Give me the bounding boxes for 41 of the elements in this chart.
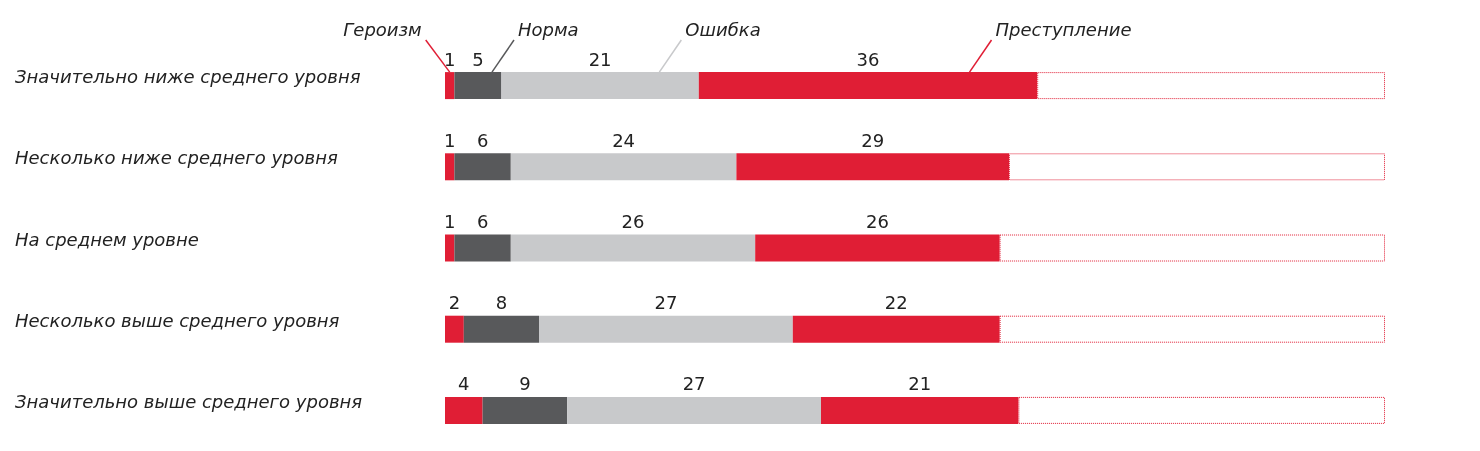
bar (445, 315, 464, 343)
bar (567, 396, 821, 424)
text: Норма (518, 18, 579, 40)
data-label: 27 (682, 373, 706, 395)
data-label: 24 (612, 129, 636, 151)
data-label: 5 (472, 48, 484, 70)
bar (463, 315, 539, 343)
y-tick-label: Несколько ниже среднего уровня (15, 147, 338, 169)
bar (445, 153, 455, 181)
data-label: 2 (448, 292, 461, 314)
y-tick-label: Несколько выше среднего уровня (15, 309, 340, 331)
bar (510, 234, 756, 262)
bar (445, 234, 455, 262)
text: Героизм (343, 18, 422, 40)
data-label: 21 (588, 48, 612, 70)
data-label: 26 (865, 211, 889, 232)
data-label: 8 (495, 292, 508, 314)
data-label: 1 (443, 48, 456, 70)
y-tick-label: Значительно ниже среднего уровня (15, 66, 361, 88)
data-label: 21 (908, 373, 932, 395)
data-label: 6 (476, 211, 489, 232)
data-label: 36 (856, 48, 880, 70)
data-label: 27 (654, 292, 678, 314)
data-label: 26 (621, 211, 645, 232)
bar (510, 153, 737, 181)
bar (454, 234, 511, 262)
data-label: 1 (443, 129, 456, 151)
y-tick-label: На среднем уровне (15, 228, 199, 250)
data-label: 4 (458, 373, 470, 395)
data-label: 9 (519, 373, 531, 395)
data-label: 22 (884, 292, 908, 314)
bar (482, 396, 568, 424)
data-label: 6 (476, 129, 489, 151)
series-label: Преступление (995, 18, 1132, 40)
y-tick-label: Значительно выше среднего уровня (15, 390, 363, 412)
data-label: 29 (861, 129, 885, 151)
data-label: 1 (443, 211, 456, 232)
bar (445, 396, 483, 424)
bar (454, 153, 511, 181)
bar (539, 315, 793, 343)
series-label: Ошибка (685, 18, 761, 40)
